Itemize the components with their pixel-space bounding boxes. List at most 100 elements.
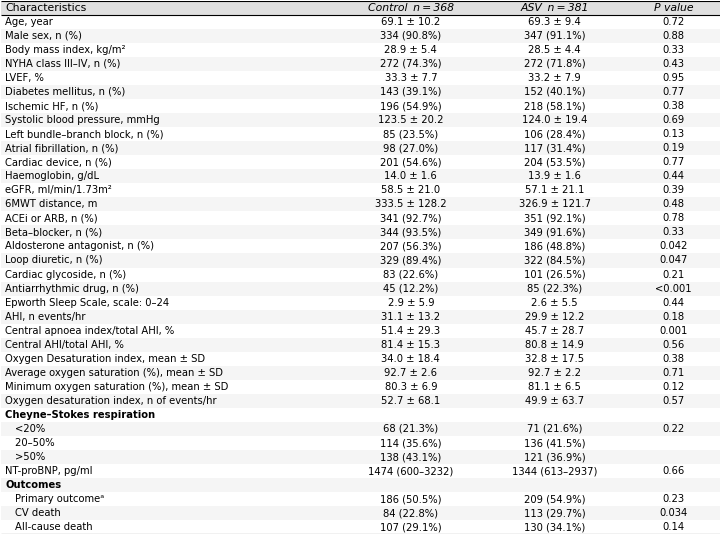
Text: 98 (27.0%): 98 (27.0%) — [384, 143, 438, 153]
Text: Body mass index, kg/m²: Body mass index, kg/m² — [5, 45, 125, 55]
Text: <20%: <20% — [5, 424, 45, 434]
Text: 2.6 ± 5.5: 2.6 ± 5.5 — [531, 297, 578, 308]
Bar — [1, 310, 720, 324]
Text: 83 (22.6%): 83 (22.6%) — [384, 270, 438, 279]
Text: 29.9 ± 12.2: 29.9 ± 12.2 — [525, 312, 585, 322]
Text: 152 (40.1%): 152 (40.1%) — [524, 87, 585, 97]
Bar — [1, 281, 720, 295]
Text: 92.7 ± 2.2: 92.7 ± 2.2 — [528, 368, 581, 378]
Text: 32.8 ± 17.5: 32.8 ± 17.5 — [525, 354, 584, 364]
Text: 33.3 ± 7.7: 33.3 ± 7.7 — [384, 73, 437, 83]
Bar — [1, 113, 720, 127]
Text: Left bundle–branch block, n (%): Left bundle–branch block, n (%) — [5, 129, 164, 139]
Text: 33.2 ± 7.9: 33.2 ± 7.9 — [528, 73, 581, 83]
Text: 2.9 ± 5.9: 2.9 ± 5.9 — [388, 297, 434, 308]
Text: Cheyne–Stokes respiration: Cheyne–Stokes respiration — [5, 410, 155, 420]
Text: 0.66: 0.66 — [663, 466, 685, 476]
Text: 1344 (613–2937): 1344 (613–2937) — [512, 466, 598, 476]
Text: 0.042: 0.042 — [659, 241, 688, 251]
Text: 114 (35.6%): 114 (35.6%) — [380, 438, 442, 448]
Text: 113 (29.7%): 113 (29.7%) — [524, 508, 585, 518]
Text: 341 (92.7%): 341 (92.7%) — [380, 213, 442, 223]
Bar — [1, 99, 720, 113]
Text: 143 (39.1%): 143 (39.1%) — [380, 87, 441, 97]
Bar — [1, 254, 720, 268]
Bar — [1, 324, 720, 338]
Text: 272 (71.8%): 272 (71.8%) — [524, 59, 585, 69]
Bar — [1, 225, 720, 240]
Text: 69.1 ± 10.2: 69.1 ± 10.2 — [381, 17, 441, 27]
Text: 0.23: 0.23 — [663, 494, 685, 504]
Text: 45 (12.2%): 45 (12.2%) — [384, 284, 438, 294]
Text: NYHA class III–IV, n (%): NYHA class III–IV, n (%) — [5, 59, 120, 69]
Text: 0.18: 0.18 — [663, 312, 685, 322]
Bar — [1, 520, 720, 534]
Bar — [1, 127, 720, 141]
Text: 0.56: 0.56 — [663, 340, 685, 350]
Text: 123.5 ± 20.2: 123.5 ± 20.2 — [378, 115, 443, 125]
Text: Cardiac device, n (%): Cardiac device, n (%) — [5, 157, 112, 167]
Text: 0.77: 0.77 — [663, 157, 685, 167]
Text: 0.78: 0.78 — [663, 213, 685, 223]
Text: 0.71: 0.71 — [663, 368, 685, 378]
Text: 52.7 ± 68.1: 52.7 ± 68.1 — [381, 396, 441, 406]
Text: 0.33: 0.33 — [663, 227, 684, 238]
Text: Minimum oxygen saturation (%), mean ± SD: Minimum oxygen saturation (%), mean ± SD — [5, 382, 229, 392]
Text: Oxygen desaturation index, n of events/hr: Oxygen desaturation index, n of events/h… — [5, 396, 216, 406]
Text: Male sex, n (%): Male sex, n (%) — [5, 31, 82, 41]
Text: 0.13: 0.13 — [663, 129, 685, 139]
Bar — [1, 43, 720, 57]
Text: 49.9 ± 63.7: 49.9 ± 63.7 — [525, 396, 584, 406]
Bar — [1, 57, 720, 71]
Text: 329 (89.4%): 329 (89.4%) — [380, 256, 441, 265]
Text: Central AHI/total AHI, %: Central AHI/total AHI, % — [5, 340, 124, 350]
Text: 124.0 ± 19.4: 124.0 ± 19.4 — [522, 115, 588, 125]
Bar — [1, 71, 720, 85]
Bar — [1, 450, 720, 464]
Text: 130 (34.1%): 130 (34.1%) — [524, 522, 585, 532]
Text: >50%: >50% — [5, 452, 45, 462]
Text: Beta–blocker, n (%): Beta–blocker, n (%) — [5, 227, 102, 238]
Text: 71 (21.6%): 71 (21.6%) — [527, 424, 583, 434]
Text: 0.047: 0.047 — [659, 256, 688, 265]
Text: 201 (54.6%): 201 (54.6%) — [380, 157, 442, 167]
Bar — [1, 492, 720, 506]
Text: ACEi or ARB, n (%): ACEi or ARB, n (%) — [5, 213, 97, 223]
Text: Systolic blood pressure, mmHg: Systolic blood pressure, mmHg — [5, 115, 160, 125]
Text: 0.001: 0.001 — [659, 326, 688, 335]
Bar — [1, 506, 720, 520]
Text: 0.39: 0.39 — [663, 185, 685, 195]
Text: Average oxygen saturation (%), mean ± SD: Average oxygen saturation (%), mean ± SD — [5, 368, 223, 378]
Text: Central apnoea index/total AHI, %: Central apnoea index/total AHI, % — [5, 326, 174, 335]
Text: 0.034: 0.034 — [660, 508, 688, 518]
Text: 0.19: 0.19 — [663, 143, 685, 153]
Bar — [1, 197, 720, 211]
Text: 0.44: 0.44 — [663, 297, 684, 308]
Text: 6MWT distance, m: 6MWT distance, m — [5, 200, 97, 209]
Text: 334 (90.8%): 334 (90.8%) — [380, 31, 441, 41]
Text: 85 (22.3%): 85 (22.3%) — [527, 284, 583, 294]
Text: 69.3 ± 9.4: 69.3 ± 9.4 — [528, 17, 581, 27]
Text: 106 (28.4%): 106 (28.4%) — [524, 129, 585, 139]
Bar — [1, 380, 720, 394]
Text: 51.4 ± 29.3: 51.4 ± 29.3 — [381, 326, 441, 335]
Bar — [1, 240, 720, 254]
Bar — [1, 211, 720, 225]
Text: 349 (91.6%): 349 (91.6%) — [524, 227, 585, 238]
Text: Characteristics: Characteristics — [5, 3, 87, 13]
Bar — [1, 408, 720, 422]
Text: 81.1 ± 6.5: 81.1 ± 6.5 — [528, 382, 581, 392]
Text: 326.9 ± 121.7: 326.9 ± 121.7 — [519, 200, 590, 209]
Text: 0.72: 0.72 — [663, 17, 685, 27]
Bar — [1, 338, 720, 351]
Text: 186 (50.5%): 186 (50.5%) — [380, 494, 442, 504]
Text: 31.1 ± 13.2: 31.1 ± 13.2 — [381, 312, 441, 322]
Text: 207 (56.3%): 207 (56.3%) — [380, 241, 442, 251]
Text: 14.0 ± 1.6: 14.0 ± 1.6 — [384, 171, 437, 181]
Text: 333.5 ± 128.2: 333.5 ± 128.2 — [375, 200, 447, 209]
Bar — [1, 422, 720, 436]
Text: 107 (29.1%): 107 (29.1%) — [380, 522, 442, 532]
Text: 272 (74.3%): 272 (74.3%) — [380, 59, 442, 69]
Text: 34.0 ± 18.4: 34.0 ± 18.4 — [381, 354, 441, 364]
Text: Age, year: Age, year — [5, 17, 53, 27]
